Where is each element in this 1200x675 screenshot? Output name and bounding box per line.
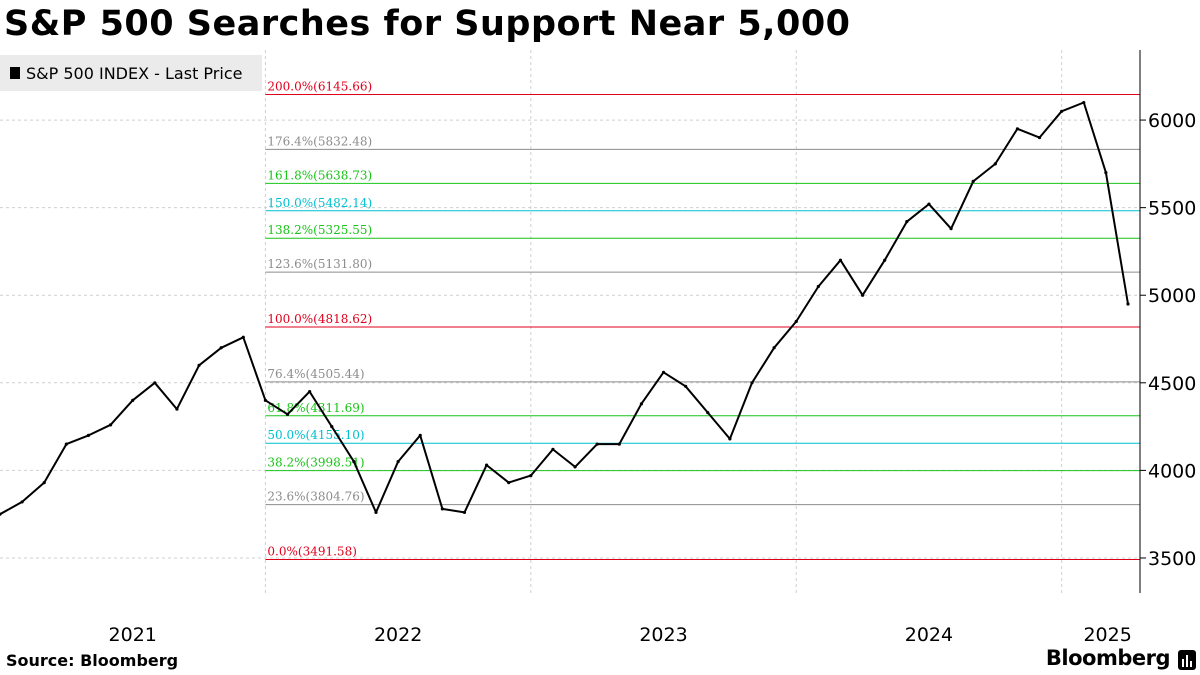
price-point — [1060, 109, 1064, 113]
price-point — [993, 162, 997, 166]
chart-grid — [0, 50, 1140, 593]
x-tick-label: 2022 — [374, 624, 422, 646]
price-point — [0, 512, 2, 516]
price-point — [883, 258, 887, 262]
price-point — [816, 284, 820, 289]
price-point — [1015, 127, 1020, 131]
price-point — [396, 460, 400, 464]
price-point — [860, 293, 865, 297]
price-point — [507, 481, 511, 485]
price-point — [108, 423, 113, 427]
price-point — [131, 398, 135, 402]
price-point — [418, 433, 422, 437]
legend-swatch — [10, 67, 20, 79]
chart-title: S&P 500 Searches for Support Near 5,000 — [4, 4, 851, 44]
fib-level-label: 76.4%(4505.44) — [267, 367, 364, 381]
y-tick-label: 4000 — [1148, 460, 1196, 482]
fib-level-label: 0.0%(3491.58) — [267, 544, 356, 558]
y-tick-label: 4500 — [1148, 373, 1196, 395]
price-point — [462, 510, 467, 515]
price-point — [1126, 302, 1130, 306]
x-tick-label: 2024 — [905, 624, 953, 646]
price-point — [1037, 135, 1042, 140]
price-point — [219, 346, 223, 350]
fibonacci-levels: 200.0%(6145.66) 176.4%(5832.48) 161.8%(563… — [265, 80, 1140, 560]
price-point — [285, 412, 290, 416]
price-point — [197, 363, 201, 367]
price-point — [529, 474, 533, 478]
price-point — [64, 442, 68, 446]
fib-level-label: 100.0%(4818.62) — [267, 312, 372, 326]
fib-level-label: 176.4%(5832.48) — [267, 134, 372, 148]
price-point — [728, 437, 732, 441]
fib-level-label: 123.6%(5131.80) — [267, 257, 372, 271]
fib-level-label: 138.2%(5325.55) — [267, 223, 372, 237]
price-point — [1104, 171, 1108, 175]
x-tick-label: 2021 — [109, 624, 157, 646]
fib-level-label: 50.0%(4155.10) — [267, 428, 364, 442]
bloomberg-chart-icon — [1178, 650, 1196, 670]
price-point — [330, 424, 334, 429]
price-point — [175, 407, 179, 411]
fib-level-label: 150.0%(5482.14) — [267, 196, 372, 210]
price-point — [42, 481, 46, 485]
price-point — [352, 460, 356, 464]
price-point — [794, 319, 798, 324]
price-point — [661, 370, 666, 374]
price-point — [772, 346, 776, 350]
price-point — [551, 447, 555, 451]
price-point — [971, 179, 975, 183]
price-point — [241, 335, 245, 339]
y-tick-label: 6000 — [1148, 110, 1196, 132]
price-point — [595, 442, 599, 446]
price-point — [484, 463, 489, 467]
price-point — [927, 202, 931, 206]
price-point — [86, 433, 91, 437]
price-point — [573, 465, 577, 469]
price-point — [639, 402, 644, 406]
x-tick-label: 2025 — [1083, 624, 1131, 646]
brand-logo: Bloomberg — [1045, 646, 1171, 670]
y-tick-label: 5000 — [1148, 285, 1196, 307]
price-point — [905, 220, 909, 224]
chart-legend: S&P 500 INDEX - Last Price — [0, 55, 262, 91]
legend-label: S&P 500 INDEX - Last Price — [26, 63, 243, 83]
source-note: Source: Bloomberg — [6, 651, 179, 670]
y-tick-label: 5500 — [1148, 198, 1196, 220]
y-tick-label: 3500 — [1148, 548, 1196, 570]
fib-level-label: 161.8%(5638.73) — [267, 168, 372, 182]
price-point — [263, 398, 268, 402]
x-tick-label: 2023 — [639, 624, 687, 646]
price-point — [308, 389, 312, 394]
price-point — [440, 507, 444, 511]
price-point — [684, 384, 688, 388]
y-axis: 3500 4000 4500 5000 5500 6000 — [1139, 50, 1196, 593]
price-point — [153, 381, 157, 385]
fib-level-label: 38.2%(3998.51) — [267, 456, 364, 470]
fib-level-label: 23.6%(3804.76) — [267, 490, 364, 504]
fib-level-label: 200.0%(6145.66) — [267, 80, 372, 94]
price-point — [949, 227, 953, 231]
price-point — [1082, 100, 1086, 105]
price-point — [750, 381, 754, 385]
price-point — [706, 410, 710, 415]
price-point — [374, 510, 378, 515]
price-point — [20, 500, 24, 504]
price-point — [838, 258, 843, 262]
x-axis: 2021 2022 2023 2024 2025 — [109, 624, 1132, 646]
price-series — [0, 100, 1130, 516]
price-line — [0, 101, 1129, 516]
price-point — [617, 442, 621, 446]
